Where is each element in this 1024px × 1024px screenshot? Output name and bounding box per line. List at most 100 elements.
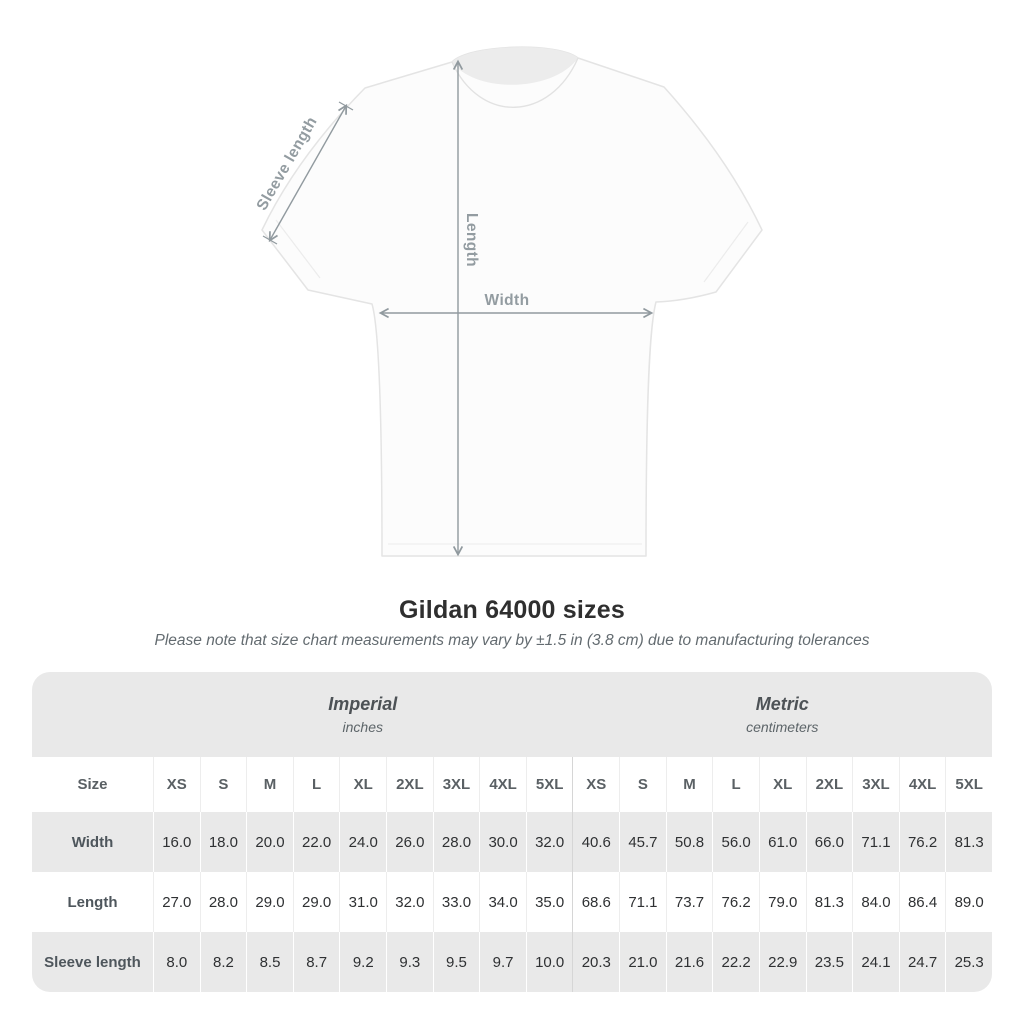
value-cell: 50.8 [665, 812, 713, 872]
value-cell: 34.0 [479, 872, 526, 932]
tshirt-collar-seam [451, 57, 579, 108]
value-cell: 20.0 [246, 812, 293, 872]
size-col-header: 2XL [386, 757, 433, 812]
value-cell: 9.3 [386, 932, 433, 992]
value-cell: 8.2 [199, 932, 247, 992]
value-cell: 30.0 [479, 812, 526, 872]
value-cell: 27.0 [153, 872, 200, 932]
value-cell: 81.3 [945, 812, 992, 872]
value-cell: 9.7 [479, 932, 526, 992]
caption-block: Gildan 64000 sizes Please note that size… [0, 596, 1024, 650]
value-cell: 89.0 [945, 872, 992, 932]
value-cell: 8.5 [246, 932, 293, 992]
value-cell: 61.0 [758, 812, 806, 872]
value-cell: 23.5 [805, 932, 853, 992]
value-cell: 84.0 [852, 872, 899, 932]
value-cell: 28.0 [199, 872, 247, 932]
page-title: Gildan 64000 sizes [399, 596, 625, 624]
value-cell: 32.0 [525, 812, 573, 872]
value-cell: 9.2 [339, 932, 386, 992]
value-cell: 35.0 [525, 872, 573, 932]
value-cell: 29.0 [292, 872, 340, 932]
width-row: Width 16.0 18.0 20.0 22.0 24.0 26.0 28.0 30.0 32… [32, 812, 992, 872]
size-header-row: Size XS S M L XL 2XL 3XL 4XL 5XL XS S M L XL 2XL 3XL 4XL… [32, 757, 992, 812]
value-cell: 71.1 [619, 872, 666, 932]
value-cell: 33.0 [432, 872, 480, 932]
tshirt-right-cuff-seam [703, 221, 749, 283]
size-col-header: 3XL [852, 757, 899, 812]
value-cell: 56.0 [712, 812, 759, 872]
size-col-header: 4XL [898, 757, 946, 812]
size-col-header: XL [758, 757, 806, 812]
value-cell: 29.0 [246, 872, 293, 932]
value-cell: 73.7 [665, 872, 713, 932]
value-cell: 25.3 [945, 932, 992, 992]
group-row-corner [32, 672, 153, 757]
value-cell: 28.0 [432, 812, 480, 872]
length-label: Length [463, 213, 480, 267]
value-cell: 8.7 [292, 932, 340, 992]
size-col-header: M [246, 757, 293, 812]
value-cell: 45.7 [619, 812, 666, 872]
value-cell: 40.6 [572, 812, 619, 872]
metric-unit: centimeters [746, 719, 819, 735]
tshirt-body [261, 46, 763, 557]
value-cell: 76.2 [898, 812, 946, 872]
value-cell: 21.6 [665, 932, 713, 992]
size-col-header: 2XL [805, 757, 853, 812]
width-label: Width [485, 292, 530, 309]
value-cell: 16.0 [153, 812, 200, 872]
size-col-header: 5XL [525, 757, 573, 812]
value-cell: 71.1 [852, 812, 899, 872]
row-label-sleeve-length: Sleeve length [44, 953, 141, 971]
imperial-label: Imperial [328, 694, 398, 714]
length-row: Length 27.0 28.0 29.0 29.0 31.0 32.0 33.0 34.0 3… [32, 872, 992, 932]
size-col-header: XL [339, 757, 386, 812]
value-cell: 24.7 [898, 932, 946, 992]
size-table: Imperial inches Metric centimeters Size … [32, 672, 992, 992]
width-dimension: Width [378, 292, 654, 319]
value-cell: 18.0 [199, 812, 247, 872]
unit-group-row: Imperial inches Metric centimeters [32, 672, 992, 757]
value-cell: 86.4 [898, 872, 946, 932]
imperial-unit: inches [342, 719, 383, 735]
value-cell: 26.0 [386, 812, 433, 872]
row-label-width: Width [71, 833, 114, 851]
value-cell: 10.0 [525, 932, 573, 992]
size-col-header: XS [153, 757, 200, 812]
value-cell: 21.0 [619, 932, 666, 992]
size-col-header: S [199, 757, 247, 812]
size-col-header: XS [572, 757, 619, 812]
size-col-header: 4XL [479, 757, 526, 812]
tshirt-graphic [261, 46, 763, 557]
sleeve-length-row: Sleeve length 8.0 8.2 8.5 8.7 9.2 9.3 9.5 9.7 10… [32, 932, 992, 992]
value-cell: 32.0 [386, 872, 433, 932]
tshirt-neck-opening [452, 47, 578, 85]
row-label-length: Length [67, 893, 118, 911]
value-cell: 8.0 [153, 932, 200, 992]
value-cell: 24.1 [852, 932, 899, 992]
size-col-header: L [712, 757, 759, 812]
value-cell: 68.6 [572, 872, 619, 932]
value-cell: 81.3 [805, 872, 853, 932]
metric-label: Metric [755, 694, 809, 714]
size-col-header: M [665, 757, 713, 812]
value-cell: 31.0 [339, 872, 386, 932]
size-col-header: L [292, 757, 340, 812]
size-col-header: S [619, 757, 666, 812]
value-cell: 66.0 [805, 812, 853, 872]
value-cell: 22.0 [292, 812, 340, 872]
imperial-group-header: Imperial inches [153, 672, 573, 757]
value-cell: 24.0 [339, 812, 386, 872]
value-cell: 20.3 [572, 932, 619, 992]
value-cell: 79.0 [758, 872, 806, 932]
value-cell: 9.5 [432, 932, 480, 992]
size-corner-header: Size [77, 776, 108, 793]
metric-group-header: Metric centimeters [573, 672, 993, 757]
tolerance-note: Please note that size chart measurements… [154, 632, 870, 649]
size-col-header: 5XL [945, 757, 992, 812]
value-cell: 76.2 [712, 872, 759, 932]
tshirt-size-diagram: Sleeve length Length Width [253, 46, 763, 557]
value-cell: 22.9 [758, 932, 806, 992]
size-col-header: 3XL [432, 757, 480, 812]
